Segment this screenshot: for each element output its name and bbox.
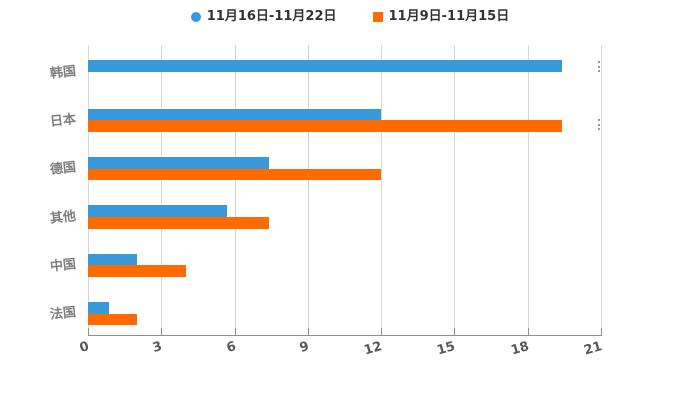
gridline — [454, 45, 456, 335]
axis-tick — [161, 328, 163, 336]
category-label: 德国 — [49, 160, 77, 178]
bar-韩国-s0 — [88, 60, 562, 72]
bar-法国-s1 — [88, 313, 137, 326]
gridline — [601, 45, 602, 335]
legend-square-marker-icon — [372, 12, 383, 22]
axis-tick — [234, 328, 236, 336]
clipped-label-artifact — [598, 61, 600, 72]
axis-tick — [601, 328, 602, 336]
x-tick-label: 0 — [78, 339, 91, 356]
gridline — [88, 45, 89, 335]
x-tick-label: 6 — [224, 339, 238, 356]
x-tick-label: 21 — [582, 339, 604, 359]
gridline — [307, 45, 309, 335]
bar-法国-s0 — [88, 301, 109, 314]
axis-tick — [381, 328, 383, 336]
axis-tick — [307, 328, 309, 336]
bar-德国-s0 — [88, 156, 269, 169]
bar-中国-s0 — [88, 253, 137, 266]
x-tick-label: 9 — [297, 339, 311, 356]
bar-日本-s1 — [88, 120, 562, 133]
category-label: 其他 — [49, 208, 77, 227]
category-label: 法国 — [49, 305, 77, 323]
category-label: 中国 — [49, 256, 77, 275]
gridline — [381, 45, 383, 335]
bar-日本-s0 — [88, 108, 382, 121]
bar-其他-s0 — [88, 205, 228, 217]
bar-德国-s1 — [88, 168, 382, 181]
x-tick-label: 18 — [509, 339, 531, 359]
legend-item-nov9-15[interactable]: 11月9日-11月15日 — [372, 9, 510, 24]
clipped-label-artifact — [598, 119, 600, 130]
category-label: 韩国 — [49, 63, 77, 82]
x-tick-label: 15 — [435, 339, 458, 359]
legend-label: 11月16日-11月22日 — [206, 9, 337, 24]
legend-label: 11月9日-11月15日 — [388, 9, 510, 24]
axis-tick — [88, 328, 89, 336]
axis-tick — [454, 328, 456, 336]
legend-item-nov16-22[interactable]: 11月16日-11月22日 — [190, 9, 337, 24]
x-tick-label: 12 — [362, 339, 384, 359]
gridline — [161, 45, 163, 335]
x-tick-label: 3 — [151, 339, 165, 356]
legend-circle-marker-icon — [190, 12, 201, 22]
category-label: 日本 — [49, 111, 77, 130]
plot-area: 0 3 6 9 12 15 18 21 韩国日本德国其他中国法国 — [49, 45, 604, 358]
legend: 11月16日-11月22日 11月9日-11月15日 — [0, 6, 700, 28]
gridline — [234, 45, 236, 335]
bar-其他-s1 — [88, 217, 269, 229]
bar-中国-s1 — [88, 265, 186, 278]
gridline — [527, 45, 529, 335]
axis-tick — [527, 328, 529, 336]
